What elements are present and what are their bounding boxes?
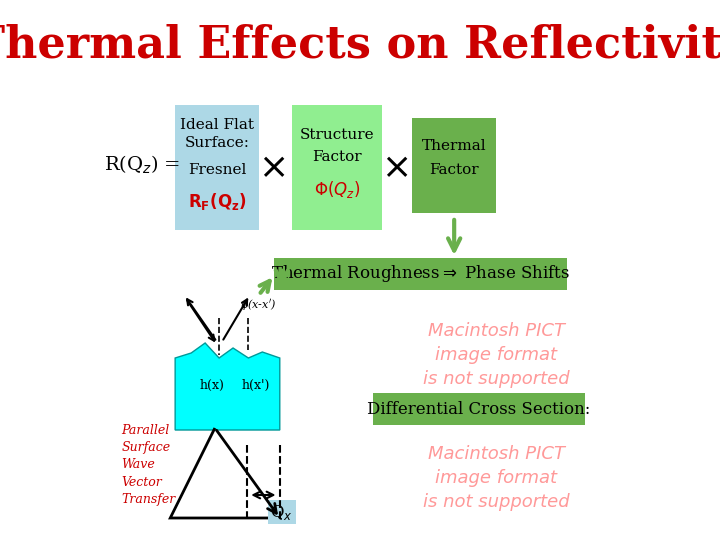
- Text: Factor: Factor: [312, 150, 361, 164]
- FancyBboxPatch shape: [372, 393, 585, 425]
- Text: R(Q$_z$) =: R(Q$_z$) =: [104, 154, 181, 176]
- Text: Thermal Roughness$\Rightarrow$ Phase Shifts: Thermal Roughness$\Rightarrow$ Phase Shi…: [271, 264, 570, 285]
- FancyBboxPatch shape: [292, 105, 382, 230]
- Text: h(x'): h(x'): [241, 379, 269, 392]
- Text: Surface:: Surface:: [184, 136, 250, 150]
- FancyBboxPatch shape: [274, 258, 567, 290]
- FancyBboxPatch shape: [413, 118, 496, 213]
- Text: Fresnel: Fresnel: [188, 163, 246, 177]
- Text: Macintosh PICT
image format
is not supported: Macintosh PICT image format is not suppo…: [423, 446, 570, 511]
- Text: Structure: Structure: [300, 128, 374, 142]
- Polygon shape: [175, 343, 280, 430]
- Text: Thermal: Thermal: [422, 139, 487, 153]
- Text: Factor: Factor: [429, 163, 479, 177]
- Text: h(x): h(x): [199, 379, 225, 392]
- FancyBboxPatch shape: [175, 105, 259, 230]
- Text: Thermal Effects on Reflectivity: Thermal Effects on Reflectivity: [0, 23, 720, 67]
- Text: Q$_x$: Q$_x$: [271, 503, 293, 522]
- Text: $\Phi(Q_z)$: $\Phi(Q_z)$: [314, 179, 360, 200]
- Text: $\varphi$(x-x$^\prime$): $\varphi$(x-x$^\prime$): [240, 298, 276, 313]
- FancyBboxPatch shape: [268, 500, 296, 524]
- Text: Parallel
Surface
Wave
Vector
Transfer: Parallel Surface Wave Vector Transfer: [122, 424, 176, 505]
- Text: $\times$: $\times$: [258, 151, 285, 185]
- Text: $\mathbf{R_F(Q_z)}$: $\mathbf{R_F(Q_z)}$: [188, 192, 246, 213]
- Text: $\times$: $\times$: [381, 151, 408, 185]
- Text: Macintosh PICT
image format
is not supported: Macintosh PICT image format is not suppo…: [423, 322, 570, 388]
- Text: Differential Cross Section:: Differential Cross Section:: [367, 401, 590, 417]
- Text: Ideal Flat: Ideal Flat: [180, 118, 254, 132]
